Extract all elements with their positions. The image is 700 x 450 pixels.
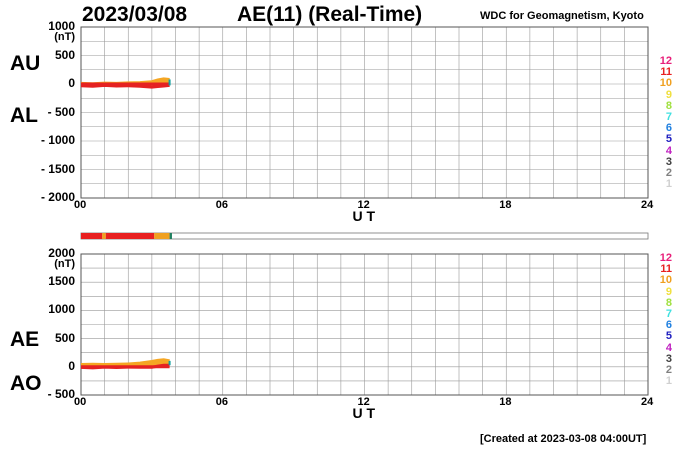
y-tick-label: - 1500 <box>40 161 75 176</box>
x-tick-label: 12 <box>357 396 370 408</box>
series-line-al <box>80 83 170 89</box>
x-tick-label: 24 <box>641 396 654 408</box>
y-tick-label: 1000 <box>48 19 75 33</box>
legend-entry: 7 <box>665 308 672 320</box>
created-timestamp: [Created at 2023-03-08 04:00UT] <box>480 433 647 445</box>
legend-entry: 12 <box>659 55 672 67</box>
side-label-ae: AE <box>10 328 40 351</box>
side-label-al: AL <box>10 104 38 127</box>
organization-label: WDC for Geomagnetism, Kyoto <box>480 10 644 22</box>
legend-entry: 7 <box>665 111 672 123</box>
x-tick-label: 06 <box>215 396 228 408</box>
y-tick-label: 1500 <box>48 274 75 289</box>
y-tick-label: - 500 <box>47 104 75 119</box>
series-line-ae <box>80 358 170 367</box>
legend-entry: 8 <box>665 296 672 309</box>
legend-entry: 8 <box>665 99 672 112</box>
status-bar-segment <box>154 233 170 239</box>
y-tick-label: - 1000 <box>40 133 75 147</box>
x-tick-label: 12 <box>357 199 370 211</box>
x-axis-label: U T <box>352 208 376 224</box>
legend-entry: 1 <box>665 178 672 191</box>
legend-entry: 5 <box>665 330 672 343</box>
y-tick-label: 0 <box>68 76 75 90</box>
y-tick-label: - 500 <box>47 387 75 401</box>
x-tick-label: 00 <box>74 396 87 408</box>
legend-entry: 2 <box>665 364 672 376</box>
legend-entry: 3 <box>665 352 672 365</box>
x-tick-label: 24 <box>641 199 654 211</box>
legend-entry: 9 <box>665 285 672 298</box>
y-tick-label: 2000 <box>48 246 75 260</box>
plot-frame <box>80 253 649 396</box>
legend-entry: 1 <box>665 375 672 388</box>
chart-title: AE(11) (Real-Time) <box>237 3 423 26</box>
y-tick-label: 1000 <box>48 302 75 317</box>
x-tick-label: 18 <box>499 396 512 408</box>
side-label-au: AU <box>10 52 41 75</box>
legend-entry: 4 <box>665 144 672 157</box>
plot-frame <box>80 26 649 199</box>
legend-entry: 11 <box>660 66 672 79</box>
x-axis-label: U T <box>352 405 376 421</box>
legend-entry: 4 <box>665 341 672 354</box>
chart-date: 2023/03/08 <box>82 3 188 26</box>
status-bar-segment <box>81 233 103 239</box>
status-bar-segment <box>105 233 155 239</box>
status-bar-segment <box>169 233 172 239</box>
legend-entry: 10 <box>659 77 672 90</box>
legend-entry: 10 <box>659 274 672 287</box>
y-tick-label: - 2000 <box>40 190 75 204</box>
y-unit-label: (nT) <box>54 31 75 43</box>
legend-entry: 3 <box>665 155 672 168</box>
y-tick-label: 500 <box>54 47 75 62</box>
legend-entry: 2 <box>665 167 672 179</box>
x-tick-label: 00 <box>74 199 87 211</box>
y-tick-label: 500 <box>54 330 75 345</box>
legend-entry: 11 <box>660 263 672 276</box>
legend-entry: 5 <box>665 133 672 146</box>
legend-entry: 6 <box>665 319 672 332</box>
x-tick-label: 06 <box>215 199 228 211</box>
y-tick-label: 0 <box>68 358 75 373</box>
status-bar-segment <box>102 233 106 239</box>
legend-entry: 12 <box>659 252 672 264</box>
legend-entry: 9 <box>665 88 672 101</box>
x-tick-label: 18 <box>499 199 512 211</box>
side-label-ao: AO <box>10 372 42 395</box>
y-unit-label: (nT) <box>54 258 75 270</box>
legend-entry: 6 <box>665 122 672 135</box>
